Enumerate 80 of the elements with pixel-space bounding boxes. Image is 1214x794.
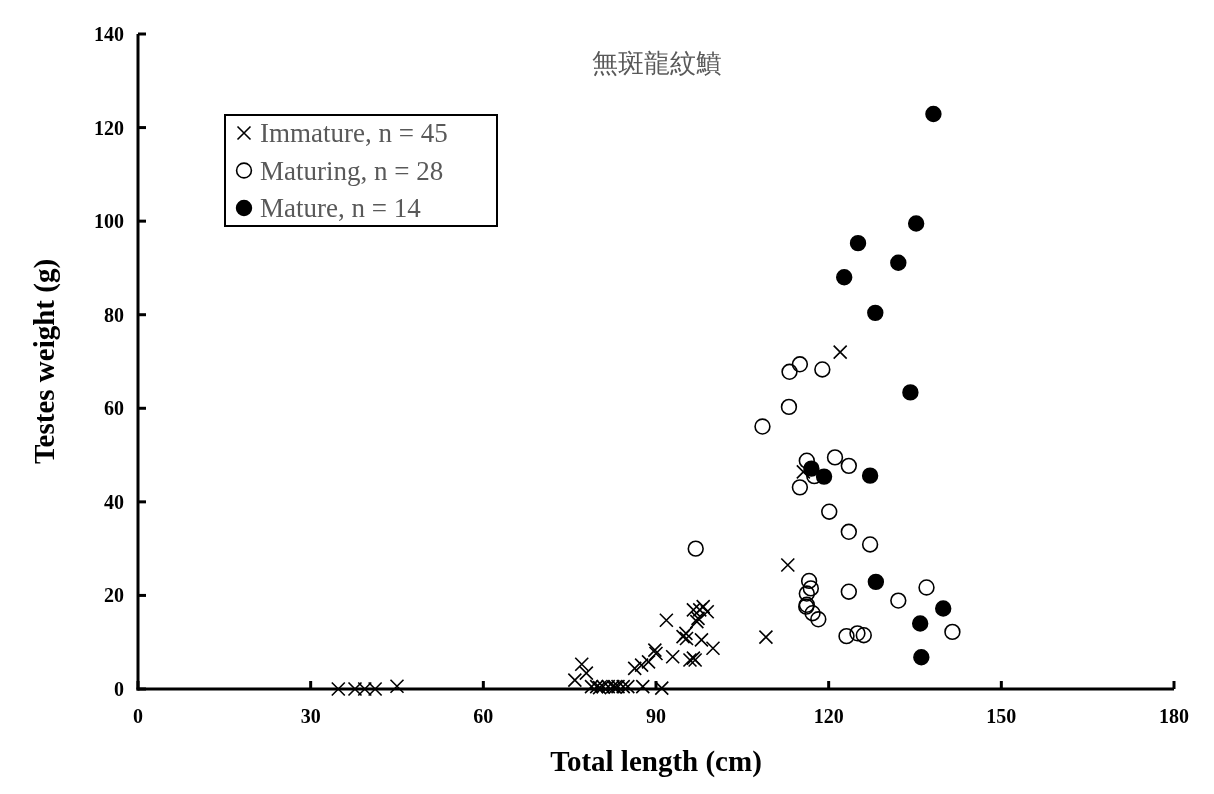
point — [804, 605, 821, 622]
x-tick-label: 180 — [1159, 705, 1189, 727]
point — [911, 615, 929, 632]
point — [867, 573, 885, 591]
point — [687, 540, 704, 557]
point — [654, 680, 670, 696]
y-tick-label: 80 — [104, 303, 124, 326]
point — [659, 612, 674, 628]
point — [861, 536, 879, 553]
y-tick-label: 40 — [104, 490, 124, 513]
point — [810, 611, 827, 628]
point — [798, 452, 815, 469]
point — [902, 384, 919, 401]
y-tick-label: 0 — [114, 678, 124, 700]
point — [634, 657, 649, 673]
x-tick-label: 150 — [986, 705, 1017, 727]
point — [907, 215, 925, 232]
y-tick-label: 140 — [94, 23, 124, 45]
point — [918, 579, 935, 596]
point — [840, 583, 858, 600]
point — [627, 661, 642, 676]
point — [867, 304, 884, 322]
point — [814, 361, 831, 378]
x-tick-label: 0 — [133, 705, 143, 727]
point — [692, 602, 708, 618]
point — [849, 625, 866, 642]
point — [780, 398, 798, 416]
point — [781, 363, 798, 380]
legend-label: Immature, n = 45 — [260, 118, 448, 148]
point — [641, 654, 656, 670]
point — [849, 234, 867, 252]
point — [815, 468, 833, 485]
point — [840, 457, 858, 475]
point — [821, 503, 838, 520]
point — [754, 418, 771, 435]
point — [758, 629, 774, 645]
y-tick-label: 100 — [94, 210, 124, 233]
y-axis-title: Testes weight (g) — [28, 258, 61, 465]
point — [826, 449, 844, 466]
x-tick-label: 60 — [473, 705, 494, 727]
point — [705, 641, 721, 656]
point — [802, 580, 820, 597]
point — [925, 105, 942, 123]
point — [944, 623, 961, 641]
point — [890, 254, 907, 271]
point — [832, 344, 848, 360]
point — [579, 665, 594, 681]
y-tick-label: 60 — [104, 397, 124, 420]
point — [890, 592, 907, 609]
text: 無斑龍紋鱝 — [592, 48, 722, 78]
point — [913, 648, 930, 666]
legend-label: Mature, n = 14 — [260, 193, 422, 223]
point — [791, 479, 809, 496]
point — [935, 600, 952, 617]
point — [665, 649, 680, 665]
point — [855, 627, 872, 644]
point — [861, 467, 879, 484]
point — [836, 269, 853, 286]
point — [840, 523, 858, 540]
point — [791, 356, 809, 373]
point — [648, 646, 664, 661]
x-axis-title: Total length (cm) — [550, 745, 762, 778]
point — [330, 681, 346, 697]
point — [780, 557, 796, 573]
x-tick-label: 30 — [300, 705, 321, 727]
y-tick-label: 120 — [94, 116, 124, 139]
point — [647, 642, 663, 658]
point — [796, 464, 811, 480]
legend-label: Maturing, n = 28 — [260, 155, 444, 186]
point — [574, 656, 590, 672]
x-tick-label: 120 — [813, 705, 844, 727]
point — [838, 627, 855, 645]
point — [389, 678, 405, 694]
point — [803, 460, 820, 477]
point — [798, 585, 815, 602]
point — [567, 672, 583, 688]
point — [695, 599, 711, 614]
point — [800, 572, 818, 590]
y-tick-label: 20 — [104, 584, 124, 607]
x-tick-label: 90 — [646, 705, 666, 727]
